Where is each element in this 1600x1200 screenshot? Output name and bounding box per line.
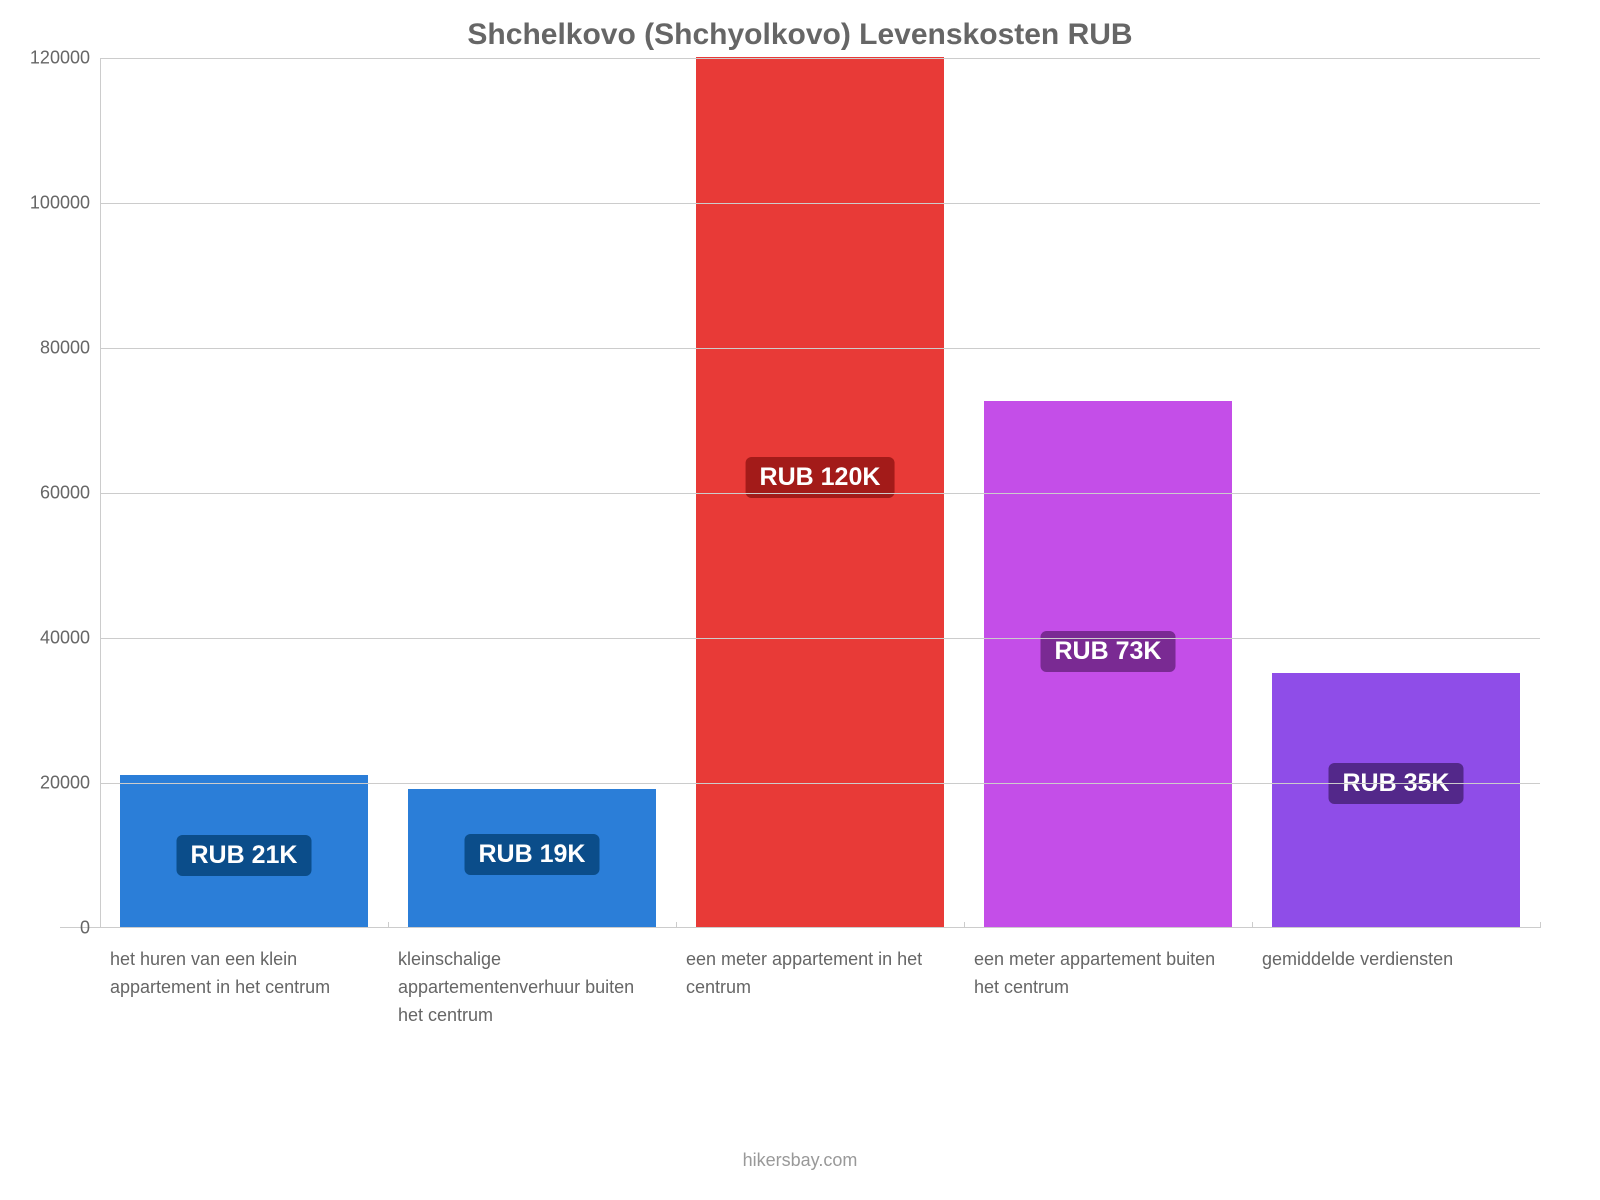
x-axis-label: het huren van een klein appartement in h… [100, 928, 388, 1030]
y-tick-label: 100000 [0, 193, 90, 214]
chart-bar: RUB 35K [1272, 673, 1520, 927]
x-axis-labels: het huren van een klein appartement in h… [100, 928, 1540, 1030]
grid-line [100, 348, 1540, 349]
grid-line [100, 783, 1540, 784]
y-tick-label: 60000 [0, 483, 90, 504]
x-tick [388, 922, 389, 928]
chart-bar: RUB 120K [696, 57, 944, 927]
grid-line [100, 203, 1540, 204]
y-tick-label: 20000 [0, 773, 90, 794]
x-axis-label: een meter appartement in het centrum [676, 928, 964, 1030]
x-tick [964, 922, 965, 928]
cost-of-living-chart: Shchelkovo (Shchyolkovo) Levenskosten RU… [60, 0, 1540, 1030]
chart-attribution: hikersbay.com [0, 1150, 1600, 1171]
y-tick-label: 0 [0, 918, 90, 939]
grid-line [100, 493, 1540, 494]
x-axis-label: een meter appartement buiten het centrum [964, 928, 1252, 1030]
x-tick [100, 922, 101, 928]
bar-value-label: RUB 21K [176, 835, 311, 876]
grid-line [100, 638, 1540, 639]
grid-line [100, 58, 1540, 59]
x-axis-label: gemiddelde verdiensten [1252, 928, 1540, 1030]
bar-value-label: RUB 19K [464, 834, 599, 875]
chart-bar: RUB 19K [408, 789, 656, 927]
x-tick [676, 922, 677, 928]
chart-bar: RUB 73K [984, 401, 1232, 927]
y-tick-label: 80000 [0, 338, 90, 359]
y-tick-label: 120000 [0, 48, 90, 69]
x-tick [1252, 922, 1253, 928]
x-tick [1540, 922, 1541, 928]
bar-value-label: RUB 120K [746, 457, 895, 498]
chart-plot-area: RUB 21KRUB 19KRUB 120KRUB 73KRUB 35K 020… [60, 58, 1540, 928]
chart-bar: RUB 21K [120, 775, 368, 927]
y-tick-label: 40000 [0, 628, 90, 649]
chart-title: Shchelkovo (Shchyolkovo) Levenskosten RU… [60, 0, 1540, 58]
x-axis-label: kleinschalige appartementenverhuur buite… [388, 928, 676, 1030]
